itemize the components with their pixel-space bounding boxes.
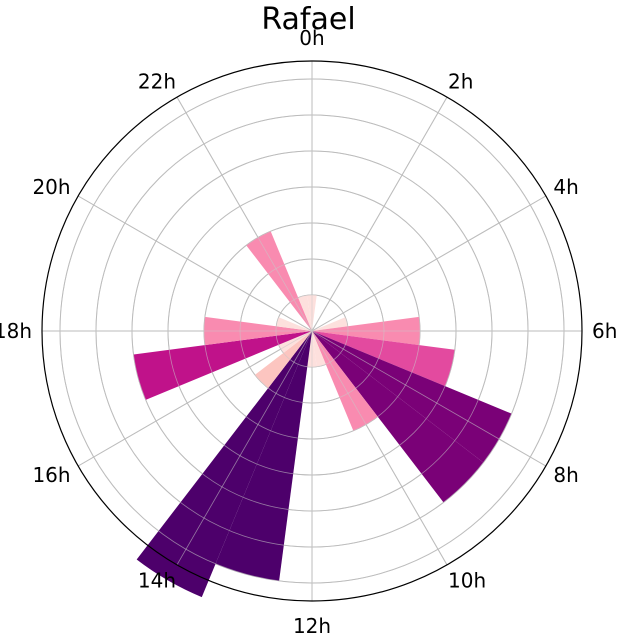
angular-tick-label-10h: 10h [448,568,486,592]
polar-bar-hour-14 [136,331,312,598]
angular-tick-label-2h: 2h [448,70,473,94]
polar-bar-hour-22 [246,231,312,331]
polar-bar-hour-16 [278,331,312,353]
angular-tick-label-8h: 8h [553,463,578,487]
angular-gridline-overlay [77,195,313,332]
angular-tick-label-4h: 4h [553,175,578,199]
angular-tick-label-22h: 22h [138,70,176,94]
angular-gridline-overlay [77,330,313,467]
angular-tick-labels: 0h 2h 4h 6h 8h 10h 12h 14h 16h 18h 20h 22h [0,26,617,638]
angular-gridline-overlay [176,96,313,332]
polar-bar-hour-11 [312,331,326,367]
angular-gridline-overlay [176,330,313,566]
polar-bar-hour-5 [312,317,348,331]
polar-frame [41,60,583,602]
polar-bar-hour-23 [298,295,312,331]
angular-gridline-overlay [311,330,448,566]
angular-tick-label-6h: 6h [592,319,617,343]
polar-bar-hour-7 [312,331,455,387]
polar-bar-hour-19 [276,317,312,331]
polar-bar-hour-15 [254,331,312,389]
polar-bar-hour-13 [215,331,312,581]
angular-tick-label-12h: 12h [293,614,331,634]
angular-tick-label-16h: 16h [32,463,70,487]
chart-title: Rafael [261,2,356,37]
angular-tick-label-18h: 18h [0,319,32,343]
frame-layer [41,60,583,602]
angular-tick-label-20h: 20h [32,175,70,199]
polar-bar-hour-9 [312,331,484,503]
angular-tick-label-14h: 14h [138,568,176,592]
angular-gridline-overlay [311,330,547,467]
angular-gridline-overlay [311,195,547,332]
angular-gridline-overlay [311,96,448,332]
angular-tick-label-0h: 0h [299,26,324,50]
bars-layer [133,231,512,598]
polar-bar-hour-8 [312,331,512,463]
polar-bar-hour-10 [312,331,378,431]
polar-bar-hour-17 [133,331,312,400]
